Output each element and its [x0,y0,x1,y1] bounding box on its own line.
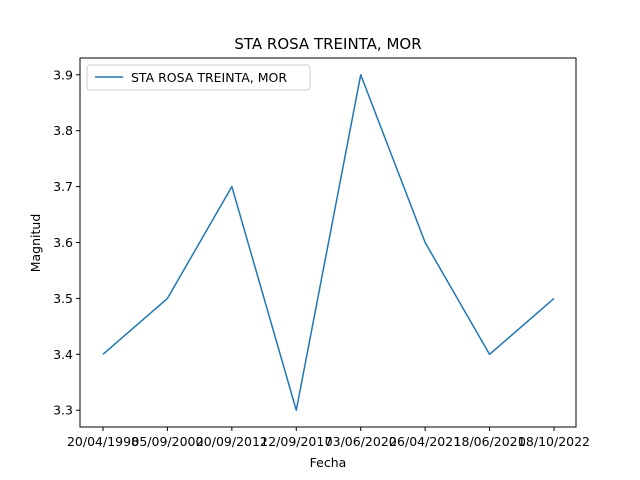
y-tick-label: 3.3 [53,403,73,418]
y-axis-label: Magnitud [28,214,43,273]
plot-frame [79,57,577,428]
x-tick-label: 03/06/2020 [325,434,397,449]
y-tick-label: 3.6 [53,235,73,250]
series-line [102,74,555,411]
legend-box [86,64,311,91]
y-tick-label: 3.8 [53,123,73,138]
chart-title: STA ROSA TREINTA, MOR [234,35,421,53]
x-tick-label: 20/09/2012 [196,434,268,449]
y-tick-label: 3.7 [53,179,73,194]
y-tick-label: 3.9 [53,67,73,82]
x-tick-label: 20/04/1998 [67,434,139,449]
x-tick-label: 26/04/2021 [389,434,461,449]
x-tick-label: 12/09/2017 [260,434,332,449]
x-tick-label: 08/10/2022 [518,434,590,449]
legend-label: STA ROSA TREINTA, MOR [131,70,287,85]
x-tick-label: 05/09/2000 [131,434,203,449]
x-tick-label: 18/06/2021 [454,434,526,449]
x-axis-label: Fecha [310,455,347,470]
y-tick-label: 3.4 [53,347,73,362]
y-tick-label: 3.5 [53,291,73,306]
legend: STA ROSA TREINTA, MOR [86,64,311,91]
